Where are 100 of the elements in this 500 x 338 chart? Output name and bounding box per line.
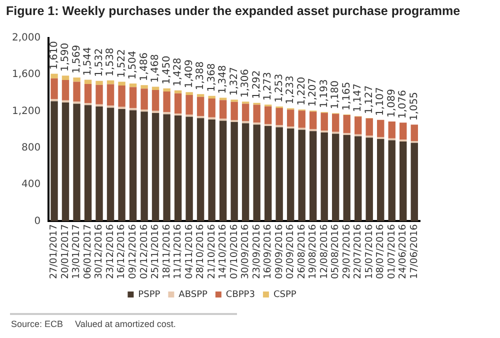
total-label: 1,610 (48, 41, 60, 70)
legend-label: CSPP (273, 290, 297, 300)
bar (152, 90, 160, 111)
bar (73, 77, 80, 82)
total-label: 1,544 (82, 47, 94, 76)
total-label: 1,253 (274, 74, 285, 102)
total-label: 1,207 (308, 78, 319, 107)
bar (50, 101, 58, 222)
legend-label: CBPP3 (226, 290, 255, 300)
total-label: 1,107 (375, 87, 386, 116)
bar (163, 114, 170, 222)
y-tick-label: 1,200 (12, 106, 41, 117)
total-label: 1,348 (218, 65, 229, 94)
bar (96, 106, 103, 222)
bar (230, 102, 238, 120)
bar (186, 94, 193, 115)
total-label: 1,532 (94, 48, 105, 77)
bar (96, 84, 103, 104)
x-tick-label: 17/06/2016 (408, 224, 420, 280)
y-tick-label: 400 (22, 179, 41, 190)
bar (186, 92, 193, 95)
bar (118, 82, 126, 86)
total-label: 1,468 (150, 54, 162, 83)
bar (186, 116, 193, 222)
bar (118, 106, 126, 110)
bar (320, 132, 328, 222)
bar (253, 104, 260, 123)
bar (129, 110, 137, 222)
bar (73, 82, 80, 102)
total-label: 1,233 (285, 76, 296, 104)
bar (208, 96, 216, 98)
x-tick-label: 02/09/2016 (285, 224, 296, 280)
total-label: 1,076 (398, 90, 409, 119)
bar (242, 104, 250, 122)
bar (163, 88, 170, 92)
bar (377, 138, 384, 222)
y-tick-label: 2,000 (12, 32, 41, 44)
bar (286, 110, 294, 127)
bar (354, 136, 362, 222)
total-label: 1,388 (195, 61, 206, 90)
bar (152, 86, 160, 90)
bar (264, 126, 272, 222)
bar (208, 119, 216, 222)
bar (400, 122, 407, 140)
total-label: 1,409 (184, 60, 195, 88)
x-tick-label: 07/10/2016 (228, 224, 240, 280)
total-label: 1,193 (318, 79, 330, 108)
x-tick-label: 30/12/2016 (94, 224, 105, 280)
y-tick-label: 1,600 (12, 69, 41, 80)
x-tick-label: 27/01/2017 (48, 224, 60, 280)
total-label: 1,522 (116, 49, 128, 78)
legend-label: ABSPP (178, 290, 208, 300)
total-label: 1,165 (341, 82, 352, 111)
x-tick-label: 16/09/2016 (262, 224, 274, 280)
bar (286, 128, 294, 222)
total-label: 1,504 (128, 50, 139, 80)
bar (84, 105, 92, 222)
total-label: 1,089 (386, 88, 398, 118)
bar (332, 114, 340, 132)
bar (196, 96, 204, 116)
bar (84, 80, 92, 84)
x-tick-label: 29/07/2016 (341, 224, 352, 280)
bar (140, 112, 148, 222)
total-label: 1,590 (60, 42, 72, 72)
bar (377, 120, 384, 138)
x-tick-label: 11/11/2016 (172, 224, 184, 280)
x-tick-label: 16/12/2016 (116, 224, 128, 280)
total-label: 1,273 (262, 72, 274, 101)
bar (140, 88, 148, 110)
x-tick-label: 02/12/2016 (138, 224, 150, 280)
bar (174, 93, 182, 114)
bar (276, 127, 283, 222)
x-tick-label: 09/12/2016 (128, 224, 138, 280)
x-tick-label: 08/07/2016 (375, 224, 386, 280)
x-tick-label: 18/11/2016 (161, 224, 172, 280)
bar (84, 84, 92, 104)
bar (62, 76, 70, 80)
x-tick-label: 28/10/2016 (195, 224, 206, 280)
x-tick-label: 30/09/2016 (240, 224, 252, 280)
total-label: 1,306 (240, 68, 252, 98)
x-tick-label: 22/07/2016 (352, 224, 364, 280)
bar (366, 118, 373, 136)
bar (298, 110, 306, 128)
text: Valued at amortized cost. (75, 319, 176, 329)
x-tick-label: 26/08/2016 (296, 224, 308, 280)
x-tick-label: 24/06/2016 (398, 224, 409, 280)
bar (208, 98, 216, 118)
x-tick-label: 15/07/2016 (364, 224, 375, 280)
bar (332, 134, 340, 222)
bar (253, 124, 260, 222)
bar (62, 100, 70, 103)
bar (264, 106, 272, 124)
y-tick-label: 800 (22, 142, 41, 154)
bar (230, 122, 238, 222)
chart-title: Figure 1: Weekly purchases under the expanded asset purchase programme (6, 4, 460, 18)
bar (410, 124, 418, 141)
x-tick-label: 01/07/2016 (386, 224, 398, 280)
x-tick-label: 12/08/2016 (318, 224, 330, 280)
bar (106, 108, 114, 222)
bar (343, 115, 350, 134)
